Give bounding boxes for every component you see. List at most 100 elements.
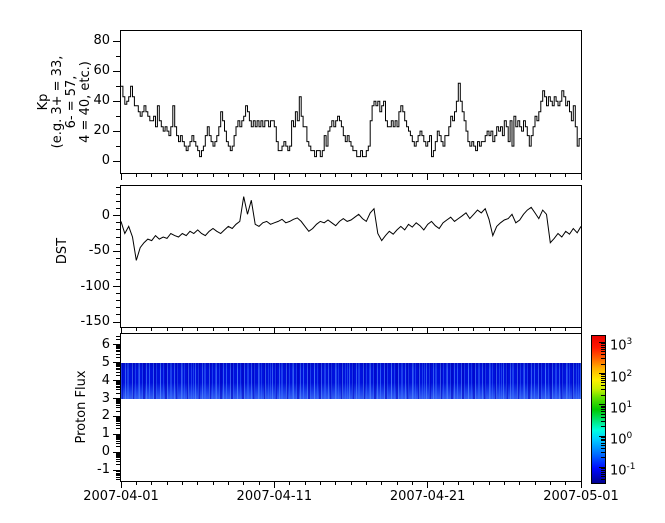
dst-x-tick-minor (243, 328, 245, 331)
dst-y-tick-minor (116, 293, 120, 295)
proton-y-tick-minor (116, 382, 120, 384)
kp-x-tick-minor (473, 174, 475, 177)
dst-x-tick-major (273, 328, 275, 334)
colorbar-tick-minor (601, 358, 605, 360)
proton-y-tick-minor (116, 434, 120, 436)
dst-x-tick-minor (519, 328, 521, 331)
proton-y-tick-minor (116, 454, 120, 456)
proton-x-tick-major (580, 482, 582, 488)
x-tick-label: 2007-04-01 (83, 489, 159, 504)
proton-y-tick-label: 0 (101, 444, 110, 460)
proton-y-tick-major (113, 469, 120, 471)
kp-x-tick-minor (519, 174, 521, 177)
proton-y-tick-minor (116, 464, 120, 466)
colorbar-tick-minor (601, 363, 605, 365)
proton-x-tick-minor (151, 482, 153, 485)
colorbar-tick-minor (601, 379, 605, 381)
proton-y-tick-minor (116, 349, 120, 351)
colorbar-tick-minor (601, 389, 605, 391)
proton-y-tick-minor (116, 363, 120, 364)
dst-y-tick-minor (116, 236, 120, 238)
colorbar-tick-label: 10-1 (610, 462, 636, 479)
proton-x-tick-minor (503, 482, 505, 485)
dst-x-tick-minor (350, 328, 352, 331)
proton-y-tick-minor (116, 457, 120, 459)
proton-y-tick-minor (116, 476, 120, 478)
colorbar-tick-major (599, 373, 605, 375)
proton-y-tick-minor (116, 371, 120, 373)
colorbar-tick-minor (601, 346, 605, 348)
dst-y-tick-minor (116, 307, 120, 309)
dst-panel (120, 185, 582, 328)
dst-y-tick-major (113, 321, 120, 323)
proton-y-tick-major (113, 415, 120, 417)
kp-y-tick-label: 80 (93, 33, 110, 49)
dst-x-tick-minor (166, 328, 168, 331)
proton-y-tick-minor (116, 458, 120, 460)
proton-y-tick-label: 3 (101, 390, 110, 406)
colorbar-tick-minor (601, 382, 605, 384)
proton-x-tick-minor (350, 482, 352, 485)
proton-flux-panel (120, 333, 582, 482)
colorbar-tick-major (599, 404, 605, 406)
proton-y-tick-minor (116, 345, 120, 347)
proton-y-tick-minor (116, 335, 120, 337)
kp-y-tick-major (113, 100, 120, 102)
proton-y-tick-minor (116, 380, 120, 382)
proton-y-tick-label: -1 (97, 462, 110, 478)
proton-x-tick-minor (212, 482, 214, 485)
kp-x-tick-minor (457, 174, 459, 177)
proton-x-tick-minor (442, 482, 444, 485)
kp-y-tick-label: 0 (101, 153, 110, 169)
proton-y-tick-minor (116, 425, 120, 427)
proton-y-tick-minor (116, 418, 120, 420)
dst-x-tick-minor (565, 328, 567, 331)
x-tick-label: 2007-05-01 (543, 489, 619, 504)
proton-x-tick-minor (243, 482, 245, 485)
proton-x-tick-minor (304, 482, 306, 485)
kp-x-tick-minor (135, 174, 137, 177)
dst-y-tick-minor (116, 264, 120, 266)
dst-x-tick-minor (319, 328, 321, 331)
dst-x-tick-major (120, 328, 122, 334)
kp-plot (121, 82, 581, 158)
kp-y-tick-major (113, 40, 120, 42)
kp-panel (120, 30, 582, 174)
kp-y-tick-minor (116, 85, 120, 87)
dst-x-tick-minor (411, 328, 413, 331)
proton-x-tick-minor (335, 482, 337, 485)
dst-x-tick-minor (396, 328, 398, 331)
proton-y-tick-minor (116, 351, 120, 353)
proton-y-tick-label: 2 (101, 408, 110, 424)
proton-y-tick-minor (116, 338, 120, 340)
dst-x-tick-minor (181, 328, 183, 331)
proton-x-tick-minor (197, 482, 199, 485)
colorbar-tick-minor (601, 351, 605, 353)
colorbar-tick-minor (601, 451, 605, 453)
kp-x-tick-minor (549, 174, 551, 177)
dst-y-tick-minor (116, 279, 120, 281)
colorbar-tick-minor (601, 479, 605, 481)
proton-y-tick-minor (116, 402, 120, 403)
proton-x-tick-minor (258, 482, 260, 485)
dst-x-tick-minor (442, 328, 444, 331)
dst-y-tick-minor (116, 186, 120, 188)
kp-x-tick-minor (319, 174, 321, 177)
kp-y-tick-minor (116, 145, 120, 147)
dst-x-tick-minor (381, 328, 383, 331)
dst-y-tick-label: -150 (80, 314, 110, 330)
proton-flux-band (121, 362, 581, 399)
kp-x-tick-minor (212, 174, 214, 177)
proton-y-tick-minor (116, 389, 120, 391)
proton-y-tick-label: 4 (101, 372, 110, 388)
dst-y-tick-minor (116, 201, 120, 203)
proton-y-tick-minor (116, 410, 120, 412)
proton-y-tick-minor (116, 364, 120, 366)
proton-y-tick-minor (116, 417, 120, 419)
proton-y-tick-minor (116, 453, 120, 455)
proton-y-tick-minor (116, 366, 120, 368)
colorbar-tick-minor (601, 469, 605, 471)
proton-y-tick-minor (116, 472, 120, 474)
dst-x-tick-minor (534, 328, 536, 331)
proton-x-tick-minor (534, 482, 536, 485)
